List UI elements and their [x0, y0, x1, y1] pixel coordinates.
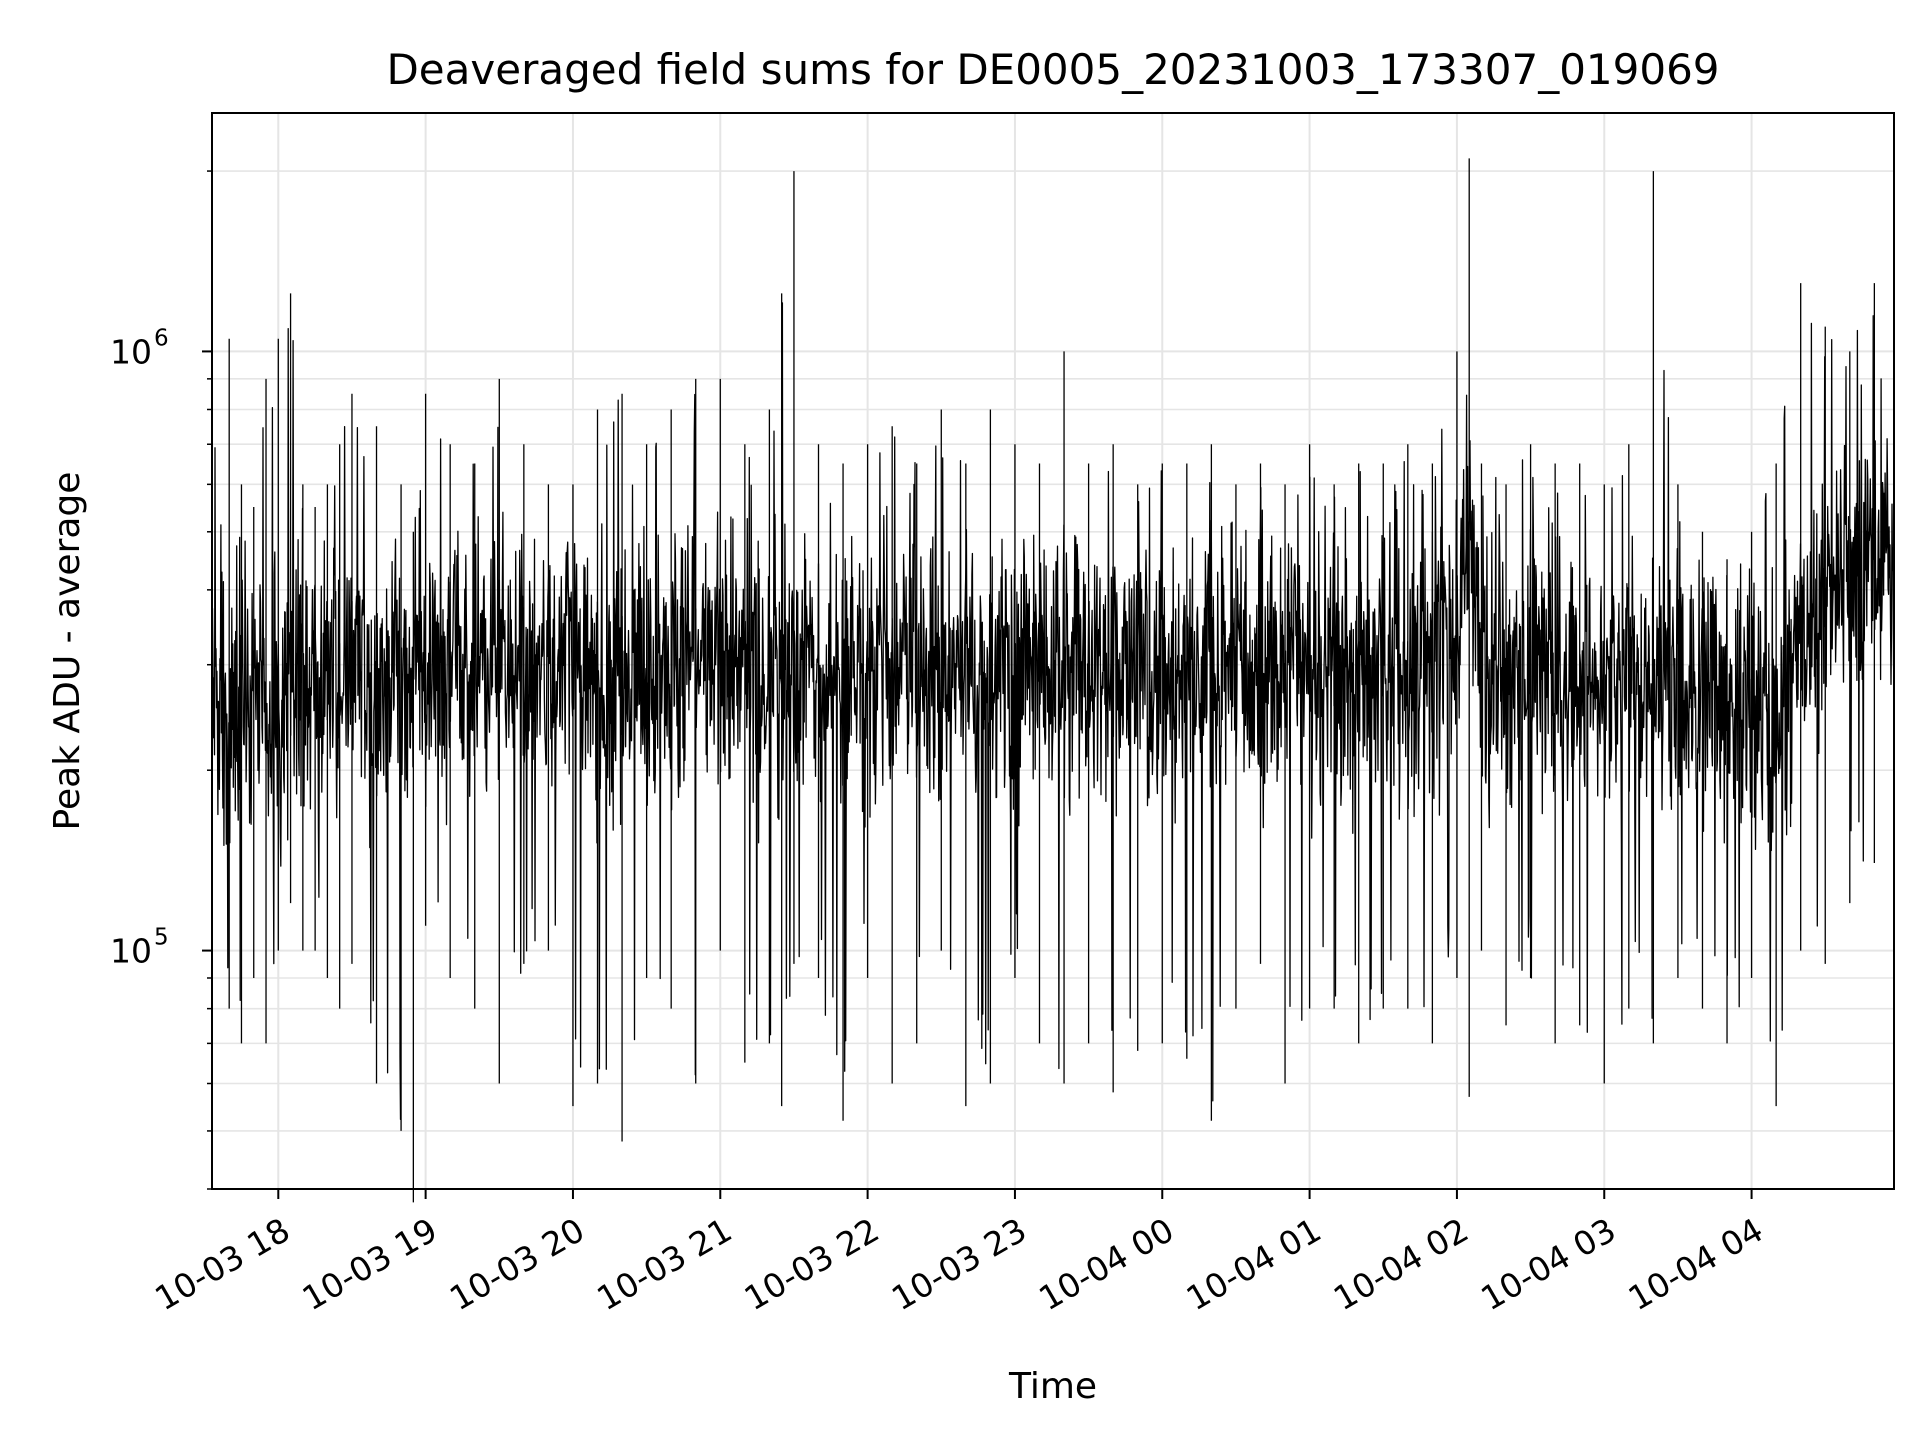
chart-title: Deaveraged field sums for DE0005_2023100…: [386, 45, 1719, 94]
series-trace: [211, 302, 1895, 1121]
series-line: [211, 158, 1895, 1203]
x-axis-label: Time: [1008, 1366, 1097, 1407]
y-tick-exponent: 5: [154, 925, 169, 951]
y-axis-label: Peak ADU - average: [47, 472, 88, 831]
plot-frame: [211, 112, 1895, 1190]
y-tick-label: 10: [110, 332, 152, 371]
y-tick-label: 10: [110, 932, 152, 971]
y-tick-exponent: 6: [154, 325, 169, 351]
